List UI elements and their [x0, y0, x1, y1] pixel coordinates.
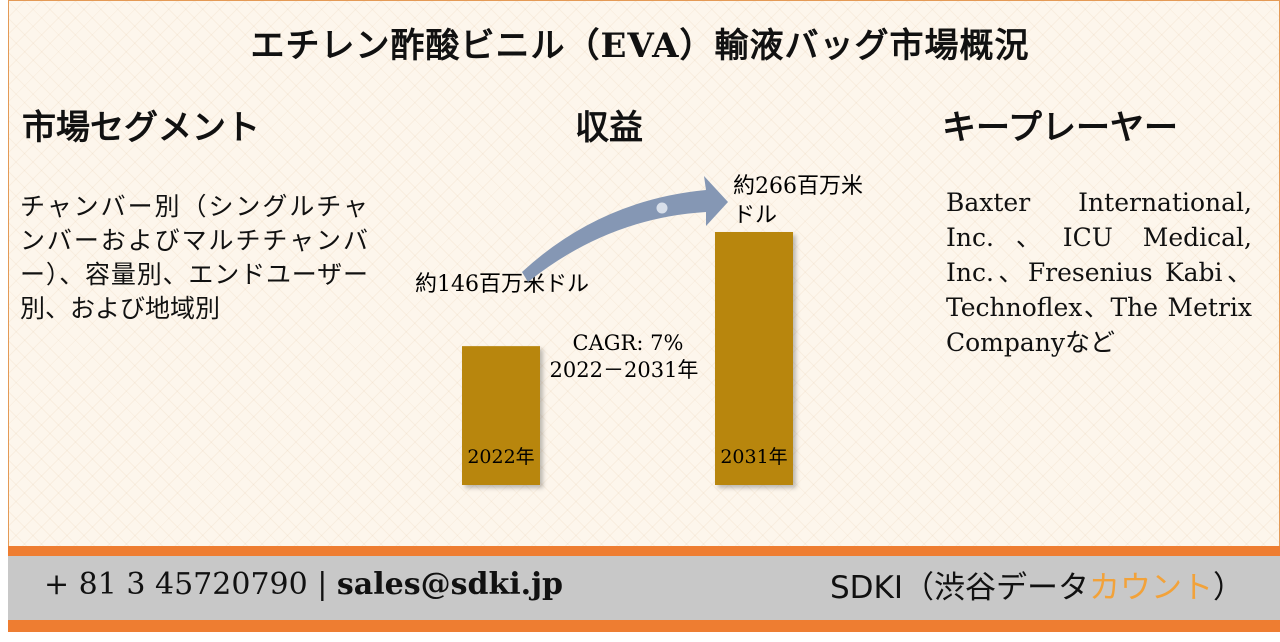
- brand-name: SDKI（渋谷データカウント）: [830, 562, 1244, 607]
- footer-top-stripe: [8, 546, 1280, 556]
- segments-text: チャンバー別（シングルチャンバーおよびマルチチャンバー）、容量別、エンドユーザー…: [20, 192, 368, 323]
- value-label-1: 約146百万米ドル: [415, 272, 589, 297]
- bar-1: [462, 346, 540, 485]
- segments-heading: 市場セグメント: [22, 108, 260, 148]
- cagr-label: CAGR: 7%: [573, 331, 684, 355]
- content-panel: [8, 0, 1280, 546]
- email-link[interactable]: sales@sdki.jp: [336, 567, 563, 602]
- cagr-period-label: 2022－2031年: [550, 358, 699, 382]
- page-title: エチレン酢酸ビニル（EVA）輸液バッグ市場概況: [250, 26, 1030, 66]
- growth-arrow: [522, 176, 728, 282]
- category-label-2: 2031年: [720, 446, 787, 468]
- bar-2: [715, 232, 793, 485]
- value-label-2: 約266百万米ドル: [733, 174, 863, 228]
- contact-info: + 81 3 45720790 | sales@sdki.jp: [44, 567, 563, 602]
- contact-separator: |: [317, 567, 328, 602]
- revenue-heading: 収益: [575, 108, 643, 148]
- category-label-1: 2022年: [467, 446, 534, 468]
- revenue-chart: 2022年 約146百万米ドル 2031年 約266百万米ドル CAGR: 7% 20…: [415, 174, 863, 485]
- phone-number: + 81 3 45720790: [44, 567, 308, 602]
- brand-prefix: SDKI（渋谷データ: [829, 570, 1089, 606]
- footer-bottom-stripe: [8, 620, 1280, 632]
- players-text: Baxter International, Inc.、ICU Medical, …: [946, 188, 1252, 357]
- players-heading: キープレーヤー: [942, 108, 1178, 148]
- brand-suffix: ）: [1213, 570, 1244, 606]
- footer-bar: [8, 556, 1280, 620]
- brand-accent: カウント: [1089, 570, 1213, 606]
